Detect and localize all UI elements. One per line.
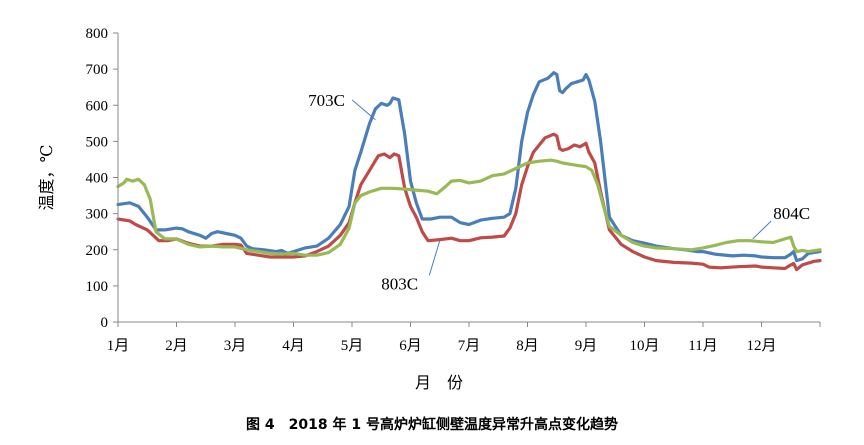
x-tick-label: 11月 <box>688 338 717 354</box>
y-tick-label: 100 <box>86 279 109 295</box>
y-tick-label: 300 <box>86 207 109 223</box>
x-axis-label: 月 份 <box>415 374 463 392</box>
y-tick-label: 400 <box>86 171 109 187</box>
annotation-leader-line <box>752 220 772 240</box>
x-tick-label: 1月 <box>107 338 130 354</box>
figure-caption: 图 4 2018 年 1 号高炉炉缸侧壁温度异常升高点变化趋势 <box>246 417 618 433</box>
x-tick-label: 6月 <box>399 338 422 354</box>
annotation-layer: 703C 803C 804C <box>308 91 810 294</box>
y-tick-label: 600 <box>86 98 109 114</box>
x-tick-label: 12月 <box>746 338 776 354</box>
annotation-leader-line <box>351 99 376 121</box>
y-axis-ticks: 0 100 200 300 400 500 600 700 800 <box>86 26 118 331</box>
temperature-trend-chart: 0 100 200 300 400 500 600 700 800 1月 2月 3月 4月 5月 6月 7月… <box>38 26 822 392</box>
x-tick-label: 9月 <box>575 338 598 354</box>
x-tick-label: 5月 <box>341 338 364 354</box>
y-tick-label: 700 <box>86 62 109 78</box>
annotation-leader-line <box>428 240 441 276</box>
annotation-label-804c: 804C <box>773 204 810 223</box>
x-tick-label: 2月 <box>165 338 188 354</box>
y-tick-label: 500 <box>86 134 109 150</box>
x-tick-label: 3月 <box>224 338 247 354</box>
x-tick-label: 8月 <box>516 338 539 354</box>
x-tick-label: 4月 <box>282 338 305 354</box>
series-layer <box>116 71 822 272</box>
series-line-703c <box>116 71 822 263</box>
annotation-label-703c: 703C <box>308 91 345 110</box>
x-tick-label: 10月 <box>629 338 659 354</box>
series-line-803c <box>116 132 822 272</box>
annotation-label-803c: 803C <box>381 274 418 293</box>
y-tick-label: 800 <box>86 26 109 42</box>
x-tick-label: 7月 <box>458 338 481 354</box>
y-tick-label: 0 <box>101 315 109 331</box>
y-tick-label: 200 <box>86 243 109 259</box>
y-axis-label: 温度，℃ <box>38 145 56 211</box>
series-line-804c <box>116 158 822 257</box>
x-axis-ticks: 1月 2月 3月 4月 5月 6月 7月 8月 9月 10月 11月 12月 <box>107 322 821 354</box>
